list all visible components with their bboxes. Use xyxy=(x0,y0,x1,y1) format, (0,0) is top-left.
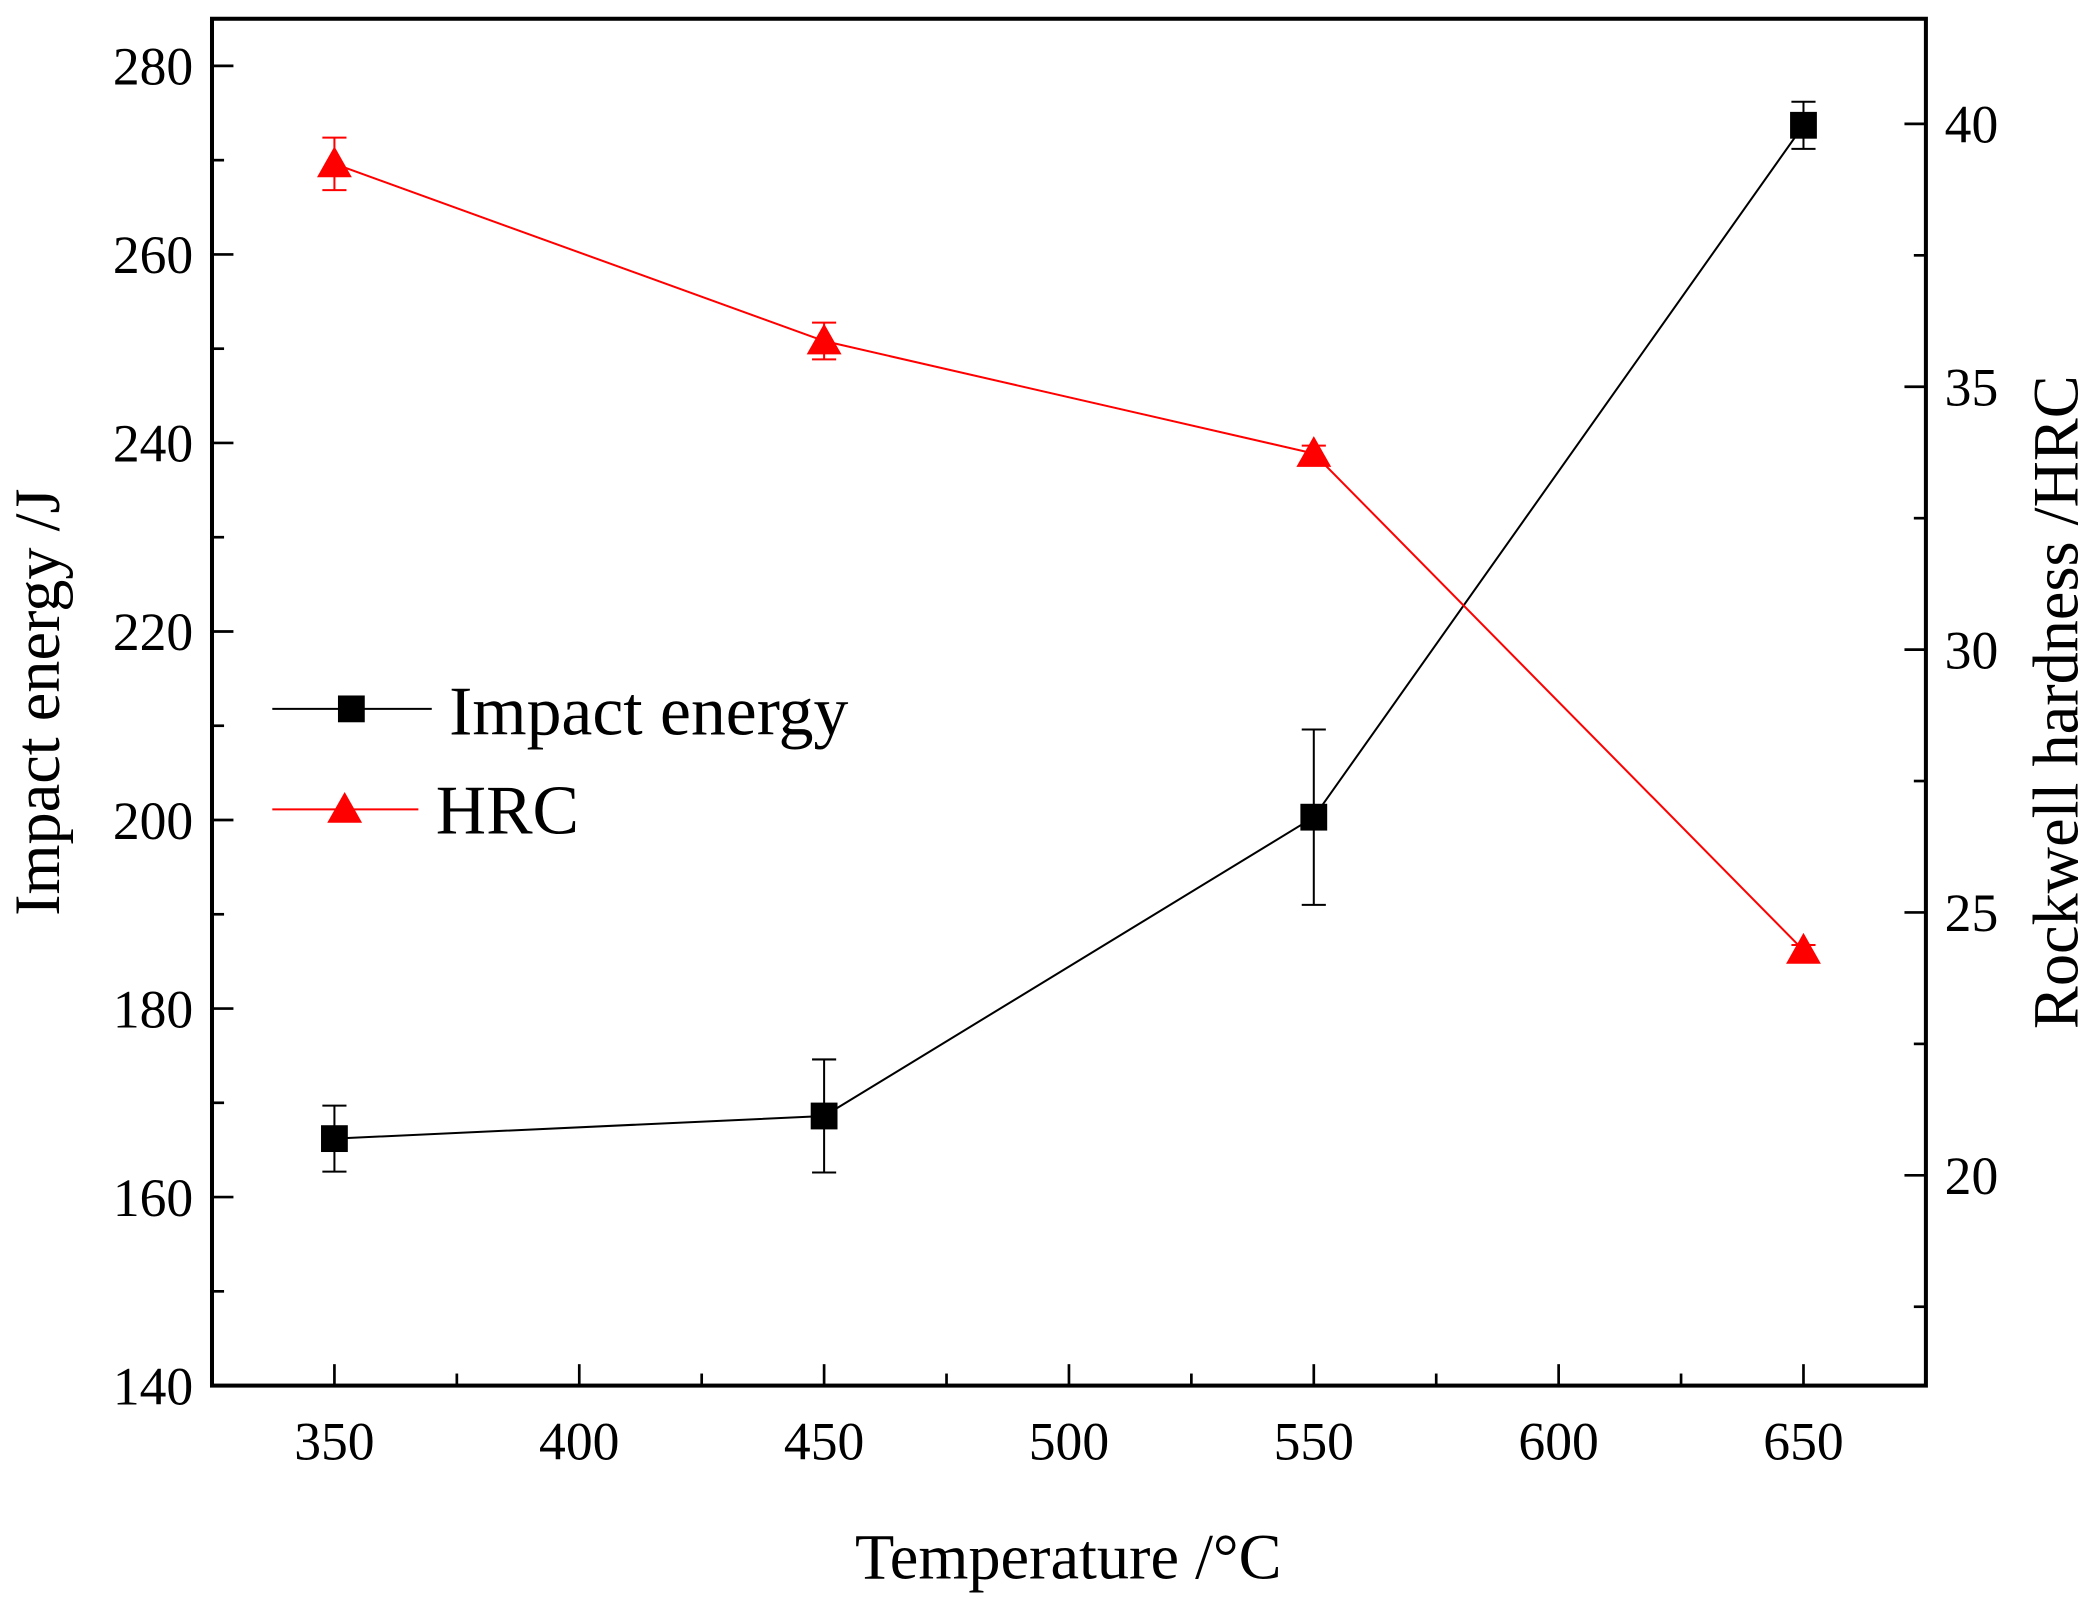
x-axis-label: Temperature /°C xyxy=(855,1522,1282,1593)
y-tick-label: 260 xyxy=(113,225,193,285)
y2-axis-label: Rockwell hardness /HRC xyxy=(2020,375,2091,1029)
marks xyxy=(317,100,1821,1174)
data-point xyxy=(810,1102,838,1130)
series-line-1 xyxy=(334,162,1805,952)
y2-tick-label: 20 xyxy=(1945,1146,1999,1206)
y-tick-label: 160 xyxy=(113,1168,193,1228)
y2-tick-label: 35 xyxy=(1945,358,1999,418)
y-tick-label: 180 xyxy=(113,979,193,1039)
x-tick-label: 400 xyxy=(539,1411,619,1471)
data-point xyxy=(1786,932,1821,964)
legend-label-impact: Impact energy xyxy=(449,673,848,750)
y-tick-label: 200 xyxy=(113,791,193,851)
data-point xyxy=(806,323,842,355)
data-point xyxy=(321,1125,348,1153)
x-tick-label: 600 xyxy=(1518,1411,1598,1471)
x-tick-label: 550 xyxy=(1274,1411,1354,1471)
y2-tick-label: 30 xyxy=(1945,620,1999,680)
y-axis-label: Impact energy /J xyxy=(2,488,73,915)
y2-tick-label: 25 xyxy=(1945,883,1999,943)
y-tick-label: 280 xyxy=(113,37,193,97)
legend-label-hrc: HRC xyxy=(436,773,579,850)
y2-tick-label: 40 xyxy=(1945,95,1999,155)
legend: Impact energy HRC xyxy=(272,673,848,850)
x-tick-label: 650 xyxy=(1763,1411,1843,1471)
data-point xyxy=(1296,436,1332,467)
legend-marker-impact xyxy=(337,695,365,723)
data-point xyxy=(1300,803,1328,831)
x-tick-label: 500 xyxy=(1029,1411,1109,1471)
axes: 350 400 450 500 550 600 650 140 160 180 200 220 240 2… xyxy=(113,16,1999,1471)
x-tick-label: 450 xyxy=(784,1411,864,1471)
y-tick-label: 220 xyxy=(113,602,193,662)
y-tick-label: 140 xyxy=(113,1356,193,1416)
legend-marker-hrc xyxy=(327,791,363,823)
data-point xyxy=(1790,111,1817,139)
y-tick-label: 240 xyxy=(113,414,193,474)
x-tick-label: 350 xyxy=(294,1411,374,1471)
series-line-0 xyxy=(334,124,1805,1140)
data-point xyxy=(317,146,352,178)
